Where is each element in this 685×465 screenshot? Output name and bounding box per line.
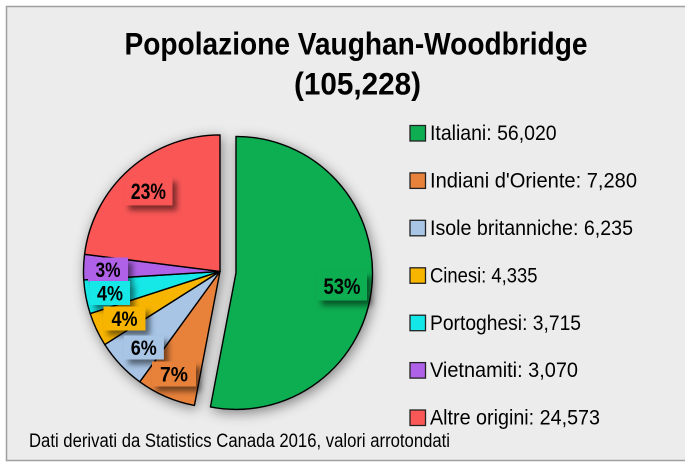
- svg-text:Indiani d'Oriente: 7,280: Indiani d'Oriente: 7,280: [430, 170, 637, 193]
- svg-text:6%: 6%: [131, 337, 157, 360]
- svg-text:Dati derivati da Statistics Ca: Dati derivati da Statistics Canada 2016,…: [29, 431, 450, 452]
- svg-text:Italiani: 56,020: Italiani: 56,020: [430, 122, 557, 145]
- svg-text:7%: 7%: [160, 364, 188, 387]
- svg-text:Altre origini: 24,573: Altre origini: 24,573: [430, 407, 600, 430]
- svg-text:(105,228): (105,228): [294, 66, 421, 102]
- svg-text:53%: 53%: [324, 274, 361, 299]
- svg-text:4%: 4%: [97, 283, 123, 306]
- svg-text:Cinesi: 4,335: Cinesi: 4,335: [430, 264, 538, 287]
- svg-text:Popolazione Vaughan-Woodbridge: Popolazione Vaughan-Woodbridge: [125, 26, 588, 62]
- svg-text:Vietnamiti: 3,070: Vietnamiti: 3,070: [430, 359, 578, 382]
- svg-text:Portoghesi: 3,715: Portoghesi: 3,715: [430, 312, 581, 335]
- svg-text:Isole britanniche: 6,235: Isole britanniche: 6,235: [430, 217, 633, 240]
- svg-text:3%: 3%: [96, 259, 121, 282]
- svg-text:4%: 4%: [112, 308, 138, 331]
- svg-text:23%: 23%: [131, 179, 166, 204]
